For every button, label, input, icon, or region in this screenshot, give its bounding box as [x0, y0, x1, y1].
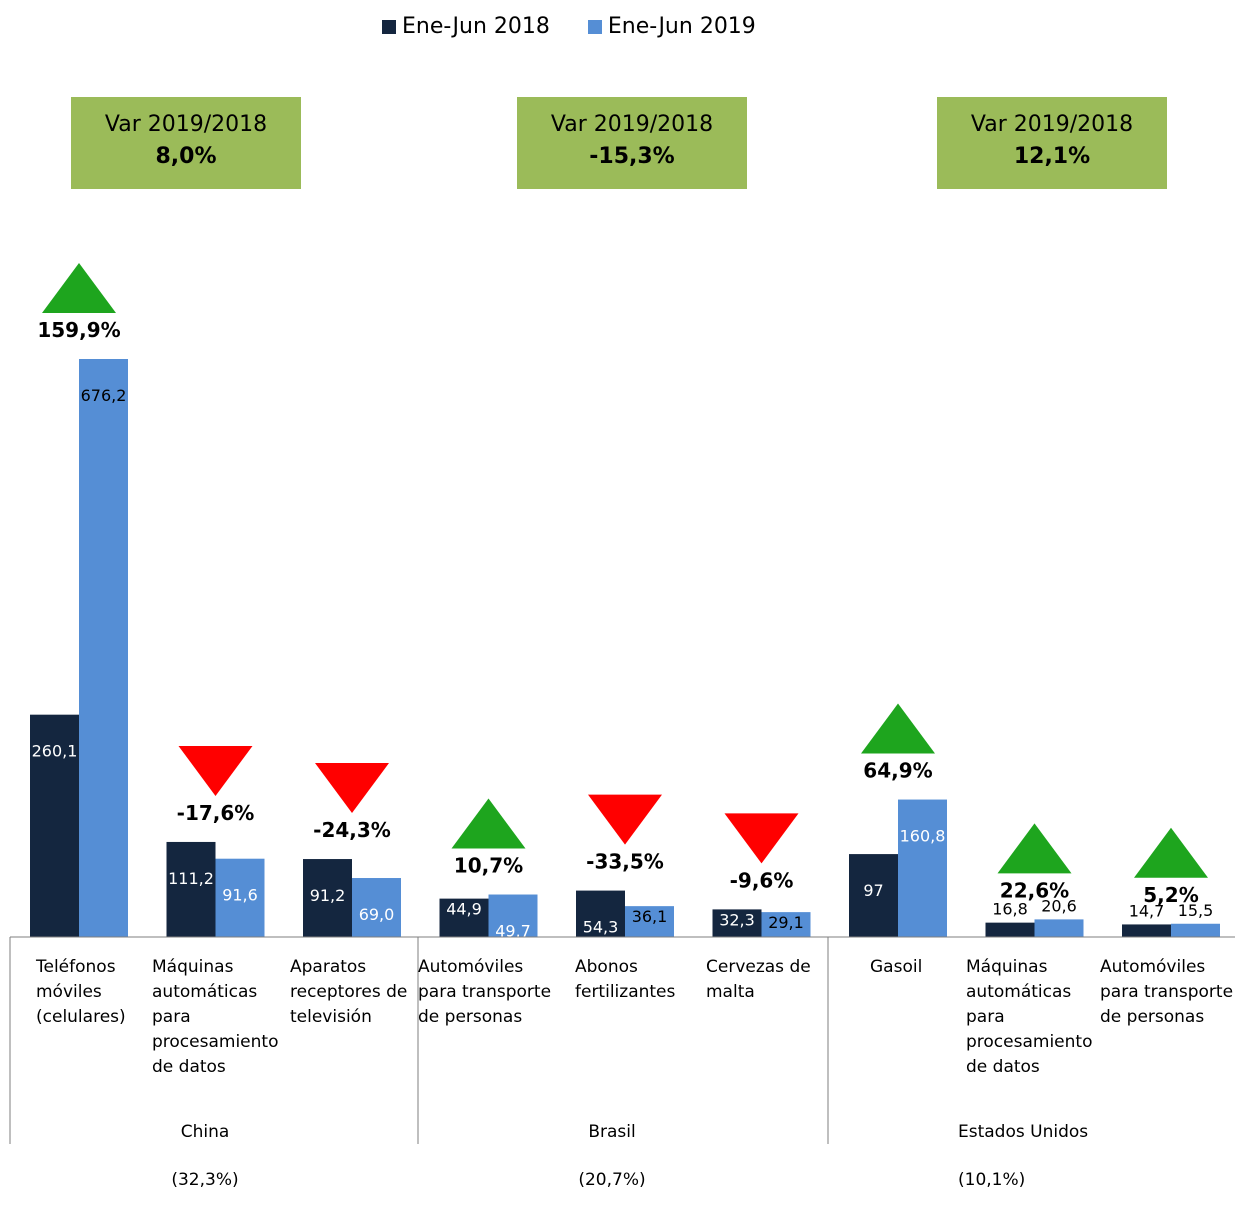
change-percent-label: -24,3% [313, 818, 391, 842]
bar-value-label: 69,0 [359, 905, 395, 924]
bar-value-label: 111,2 [168, 869, 214, 888]
variation-box-value: 8,0% [155, 144, 217, 169]
bar-value-label: 260,1 [32, 742, 78, 761]
bar-value-label: 20,6 [1041, 896, 1077, 915]
category-label: Máquinas automáticas para procesamiento … [966, 957, 1093, 1077]
bar-value-label: 44,9 [446, 900, 482, 919]
bar-2019 [215, 858, 265, 937]
category-label: Aparatos receptores de televisión [290, 957, 408, 1027]
bar-2018 [166, 841, 216, 937]
change-percent-label: 64,9% [863, 759, 932, 783]
bar-chart: 260,1 676,2 159,9% 111,2 91,6 -17,6% 91,2 69,0 -… [9, 263, 1235, 1144]
change-percent-label: -33,5% [586, 850, 664, 874]
bar-2019 [1171, 923, 1220, 937]
bar-2019 [488, 894, 538, 937]
change-percent-label: -9,6% [730, 868, 794, 892]
increase-triangle-icon [42, 263, 116, 313]
bar-value-label: 16,8 [992, 900, 1028, 919]
group-label-estados-unidos: Estados Unidos (10,1%) [958, 1096, 1108, 1216]
legend-label-2018: Ene-Jun 2018 [402, 14, 550, 39]
variation-box-title: Var 2019/2018 [970, 112, 1134, 137]
category-label: Automóviles para transporte de personas [1100, 957, 1234, 1027]
category-label: Teléfonos móviles (celulares) [36, 957, 126, 1027]
group-label-brasil: Brasil (20,7%) [557, 1096, 667, 1216]
variation-box-value: -15,3% [589, 144, 675, 169]
group-share: (20,7%) [578, 1170, 646, 1190]
legend: Ene-Jun 2018 Ene-Jun 2019 [382, 14, 756, 39]
increase-triangle-icon [1134, 827, 1208, 878]
bar-value-label: 54,3 [583, 918, 619, 937]
group-name: China [180, 1122, 230, 1142]
bar-value-label: 15,5 [1178, 901, 1214, 920]
bar-value-label: 49,7 [495, 922, 531, 941]
change-percent-label: 10,7% [454, 854, 523, 878]
change-percent-label: 22,6% [1000, 878, 1069, 902]
variation-box-title: Var 2019/2018 [104, 112, 268, 137]
decrease-triangle-icon [588, 794, 662, 845]
bar-value-label: 32,3 [719, 910, 755, 929]
category-label: Máquinas automáticas para procesamiento … [152, 957, 279, 1077]
legend-item-2018: Ene-Jun 2018 [382, 14, 550, 39]
variation-box-title: Var 2019/2018 [550, 112, 714, 137]
bar-2019 [761, 912, 811, 937]
group-share: (32,3%) [171, 1170, 239, 1190]
bar-2019 [1034, 919, 1084, 937]
decrease-triangle-icon [178, 745, 253, 796]
bar-2018 [712, 909, 762, 937]
change-percent-label: -17,6% [177, 801, 255, 825]
group-name: Estados Unidos [958, 1122, 1089, 1142]
group-label-china: China (32,3%) [140, 1096, 270, 1216]
category-label: Automóviles para transporte de personas [418, 957, 552, 1027]
variation-box-value: 12,1% [1013, 144, 1091, 169]
bar-2019 [352, 878, 401, 937]
legend-swatch-2019 [587, 19, 602, 34]
bar-2018 [30, 714, 79, 937]
bar-value-label: 14,7 [1129, 901, 1165, 920]
legend-swatch-2018 [382, 19, 396, 34]
category-label: Cervezas de malta [706, 957, 811, 1002]
group-name: Brasil [588, 1122, 636, 1142]
bar-value-label: 29,1 [768, 913, 804, 932]
bar-value-label: 676,2 [81, 386, 127, 405]
variation-box-brasil: Var 2019/2018 -15,3% [517, 97, 747, 189]
increase-triangle-icon [861, 703, 935, 754]
increase-triangle-icon [451, 798, 526, 849]
change-percent-label: 5,2% [1143, 883, 1198, 907]
group-share: (10,1%) [958, 1170, 1026, 1190]
decrease-triangle-icon [724, 813, 799, 864]
legend-item-2019: Ene-Jun 2019 [587, 14, 756, 39]
bar-2019 [625, 906, 674, 937]
category-label: Gasoil [870, 957, 923, 977]
bar-2018 [303, 859, 352, 937]
variation-box-china: Var 2019/2018 8,0% [71, 97, 301, 189]
category-label: Abonos fertilizantes [575, 957, 676, 1002]
bar-value-label: 160,8 [900, 827, 946, 846]
change-percent-label: 159,9% [37, 318, 120, 342]
bar-value-label: 97 [863, 881, 883, 900]
bar-2018 [439, 898, 489, 937]
variation-box-estados-unidos: Var 2019/2018 12,1% [937, 97, 1167, 189]
bar-2018 [1122, 924, 1171, 937]
decrease-triangle-icon [315, 763, 389, 814]
bar-2018 [849, 854, 898, 937]
bar-2018 [985, 922, 1035, 937]
bar-2019 [898, 799, 947, 937]
bar-value-label: 91,2 [310, 886, 346, 905]
bar-2018 [576, 890, 625, 937]
legend-label-2019: Ene-Jun 2019 [607, 14, 756, 39]
bar-value-label: 36,1 [632, 907, 668, 926]
bar-value-label: 91,6 [222, 886, 258, 905]
bar-2019 [79, 359, 128, 937]
increase-triangle-icon [997, 823, 1072, 874]
